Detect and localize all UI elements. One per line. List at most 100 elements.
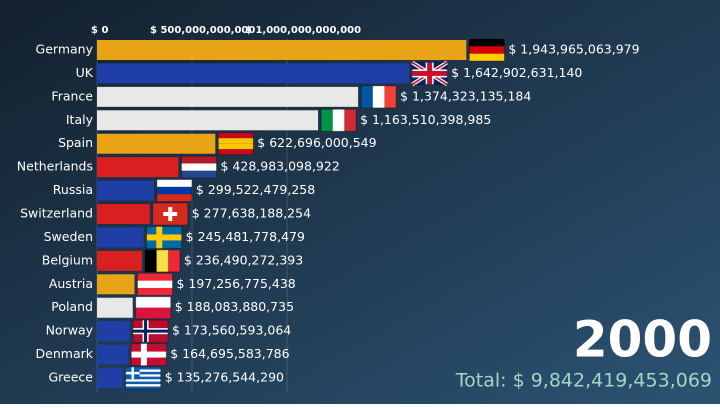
flag-part [181,163,217,171]
flag-part [469,39,505,47]
flag-part [156,186,192,195]
flag [146,225,183,249]
flag-border [360,85,397,109]
flag-part [125,371,140,375]
total: Total: $ 9,842,419,453,069 [455,370,712,392]
flag [411,60,449,87]
bar [97,297,133,318]
y-tick-label: UK [76,65,94,80]
flag-part [469,46,505,54]
flag [135,296,172,320]
flag [217,132,254,156]
flag [144,249,181,273]
flag-part [156,249,169,272]
flag-part [361,85,373,108]
flag-border [320,108,357,132]
flag-part [181,156,217,164]
y-tick-label: Sweden [44,229,93,244]
y-tick-label: Switzerland [20,206,93,221]
flag-border [156,179,193,203]
value-label: $ 173,560,593,064 [172,323,291,338]
y-tick-label: Russia [53,182,93,197]
value-label: $ 236,490,272,393 [184,252,303,267]
y-tick-label: France [51,88,93,103]
flag [152,202,189,226]
flag-part [412,70,448,76]
flag-border [152,202,189,226]
flag-part [137,280,173,288]
bar [97,86,359,107]
y-tick-label: Greece [49,370,94,385]
bar [97,63,410,84]
value-label: $ 164,695,583,786 [170,346,289,361]
flag-part [125,379,161,382]
flag-part [372,85,385,108]
flag-part [132,329,168,333]
flag-border [411,61,448,85]
y-tick-label: Poland [51,299,93,314]
bar [97,157,179,178]
bar [97,344,129,365]
flag-part [137,287,173,296]
value-label: $ 1,374,323,135,184 [400,88,531,103]
flag-part [156,179,192,187]
y-tick-label: Italy [66,112,94,127]
flag-border [144,249,181,273]
flag-part [131,351,167,358]
flag-part [218,138,254,144]
bar [97,204,150,225]
y-tick-label: Belgium [42,252,93,267]
flag [320,108,357,132]
flag-part [181,170,217,179]
value-label: $ 299,522,479,258 [196,182,315,197]
flag-part [137,273,173,281]
flag-part [321,109,333,132]
value-label: $ 428,983,098,922 [221,159,340,174]
bar [97,274,135,295]
flag-part [146,234,182,241]
flag-part [125,371,161,375]
flag-part [344,109,357,132]
flag-part [163,212,178,217]
flag [130,343,167,367]
bar [97,110,319,131]
value-label: $ 277,638,188,254 [192,206,311,221]
flag-part [125,376,161,380]
flag [360,85,397,109]
flag-part [156,194,192,202]
value-label: $ 135,276,544,290 [165,370,284,385]
flag-part [469,53,505,61]
value-label: $ 622,696,000,549 [257,135,376,150]
flag-part [125,381,161,385]
flag-part [125,367,161,370]
value-label: $ 1,163,510,398,985 [360,112,491,127]
value-label: $ 188,083,880,735 [175,299,294,314]
bar [97,133,216,154]
flag-border [468,38,505,62]
x-tick-label: $ 0 [91,25,108,36]
flag [125,366,162,390]
flag-part [135,296,171,308]
flag [156,179,193,203]
bar [97,368,123,389]
flag-part [125,386,161,390]
flag-border [130,343,167,367]
x-tick-label: $ 1,000,000,000,000 [245,25,361,36]
bar [97,40,467,60]
y-tick-label: Norway [46,323,94,338]
flag [132,319,169,343]
flag-part [135,307,171,319]
bar [97,321,130,342]
flag-part [144,249,157,272]
flag-part [125,369,161,372]
y-tick-label: Germany [36,42,94,57]
y-tick-label: Spain [58,135,93,150]
flag [468,38,505,62]
value-label: $ 1,943,965,063,979 [508,42,639,57]
value-label: $ 1,642,902,631,140 [451,65,582,80]
flag-border [132,319,169,343]
flag-part [168,249,180,272]
flag-border [136,272,173,296]
flag-part [218,132,254,139]
